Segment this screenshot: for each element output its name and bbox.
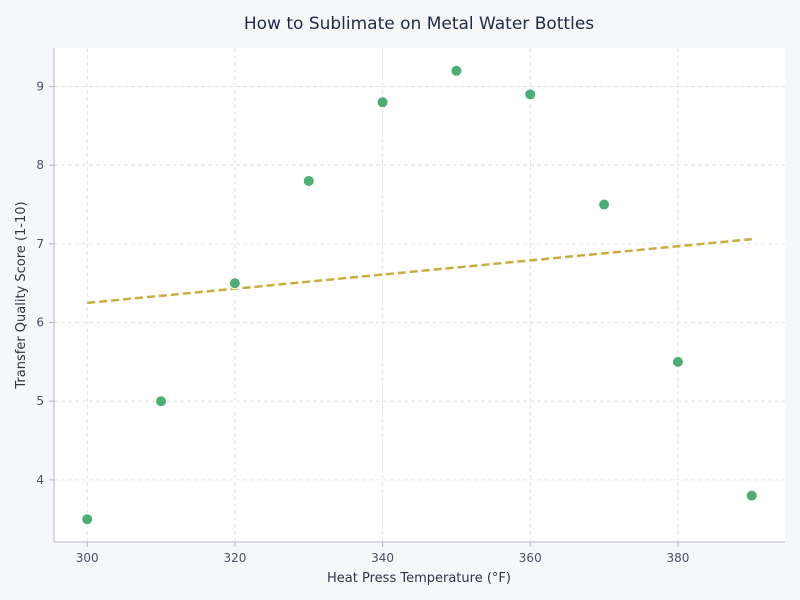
trend-line bbox=[87, 237, 752, 305]
chart-title: How to Sublimate on Metal Water Bottles bbox=[244, 14, 594, 34]
data-point bbox=[598, 198, 611, 211]
data-points bbox=[81, 64, 758, 526]
x-tick-label: 340 bbox=[371, 551, 394, 565]
y-tick-label: 6 bbox=[36, 316, 44, 330]
y-axis-title: Transfer Quality Score (1-10) bbox=[14, 201, 29, 389]
y-tick-labels: 4 5 6 7 8 9 bbox=[36, 80, 54, 487]
data-point bbox=[671, 355, 684, 368]
x-tick-labels: 300 320 340 360 380 bbox=[76, 542, 689, 565]
y-tick-label: 4 bbox=[36, 473, 44, 487]
axes bbox=[53, 48, 785, 543]
data-point bbox=[81, 513, 94, 526]
data-point bbox=[524, 88, 537, 101]
data-point bbox=[155, 395, 168, 408]
x-tick-label: 380 bbox=[666, 551, 689, 565]
data-point bbox=[450, 64, 463, 77]
data-point bbox=[745, 489, 758, 502]
data-point bbox=[376, 96, 389, 109]
x-tick-label: 320 bbox=[223, 551, 246, 565]
y-tick-label: 8 bbox=[36, 158, 44, 172]
data-point bbox=[302, 174, 315, 187]
x-axis-title: Heat Press Temperature (°F) bbox=[327, 571, 511, 586]
x-tick-label: 360 bbox=[519, 551, 542, 565]
y-tick-label: 5 bbox=[36, 394, 44, 408]
data-point bbox=[228, 277, 241, 290]
x-tick-label: 300 bbox=[76, 551, 99, 565]
y-tick-label: 9 bbox=[36, 80, 44, 94]
y-tick-label: 7 bbox=[36, 237, 44, 251]
grid-lines bbox=[54, 48, 785, 542]
